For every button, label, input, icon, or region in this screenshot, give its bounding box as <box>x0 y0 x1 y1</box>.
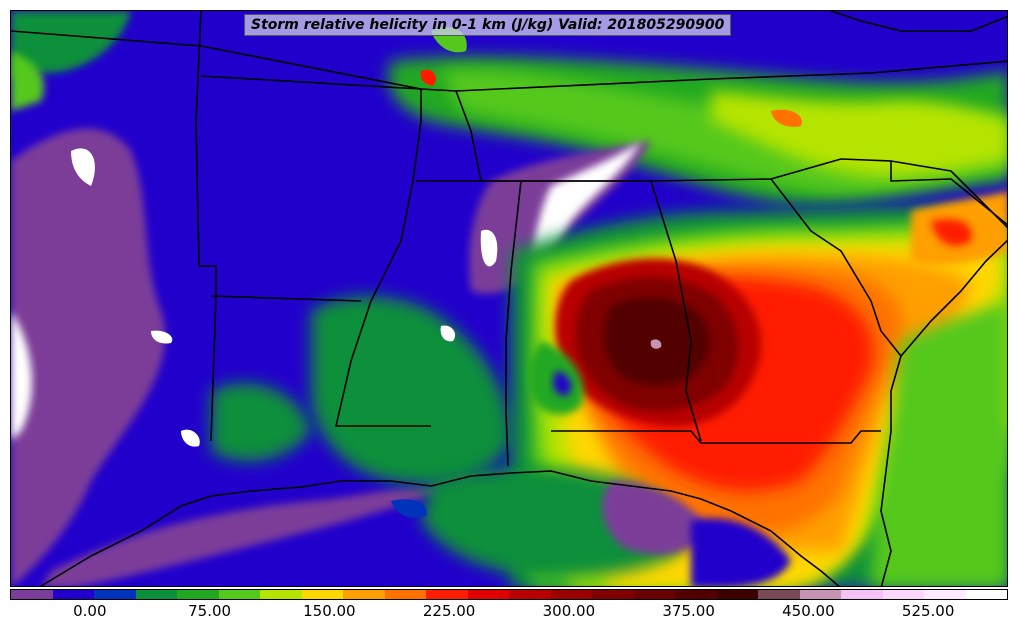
colorbar-segment <box>135 590 177 599</box>
colorbar-segment <box>924 590 966 599</box>
colorbar-ticks: 0.00 75.00 150.00 225.00 300.00 375.00 450.00 5… <box>10 602 1008 626</box>
colorbar-segment <box>633 590 675 599</box>
colorbar-segment <box>882 590 924 599</box>
colorbar-segment <box>758 590 800 599</box>
colorbar-segment <box>94 590 136 599</box>
colorbar-segment <box>799 590 841 599</box>
colorbar-segment <box>52 590 94 599</box>
map-panel <box>10 10 1008 587</box>
colorbar-tick-label: 150.00 <box>303 602 356 620</box>
colorbar-segment <box>467 590 509 599</box>
colorbar-segment <box>841 590 883 599</box>
colorbar-tick-label: 525.00 <box>901 602 955 620</box>
colorbar-segment <box>11 590 53 599</box>
colorbar-segment <box>675 590 717 599</box>
colorbar-segment <box>343 590 385 599</box>
colorbar-segment <box>716 590 758 599</box>
colorbar-tick-label: 375.00 <box>662 602 715 620</box>
colorbar-segment <box>301 590 343 599</box>
colorbar-tick-label: 0.00 <box>73 602 107 620</box>
colorbar-segment <box>965 590 1007 599</box>
colorbar-segment <box>426 590 468 599</box>
state-boundaries <box>11 11 1007 586</box>
colorbar-tick-label: 75.00 <box>188 602 232 620</box>
colorbar-tick-label: 300.00 <box>542 602 596 620</box>
colorbar-segment <box>177 590 219 599</box>
colorbar-segment <box>260 590 302 599</box>
colorbar-segment <box>550 590 592 599</box>
colorbar-tick-label: 225.00 <box>422 602 476 620</box>
helicity-field-layers <box>11 11 1007 586</box>
map-title: Storm relative helicity in 0-1 km (J/kg)… <box>244 14 732 36</box>
colorbar <box>10 589 1008 600</box>
helicity-map <box>11 11 1007 586</box>
colorbar-segment <box>218 590 260 599</box>
colorbar-segment <box>509 590 551 599</box>
colorbar-segment <box>592 590 634 599</box>
colorbar-segment <box>384 590 426 599</box>
colorbar-tick-label: 450.00 <box>782 602 835 620</box>
